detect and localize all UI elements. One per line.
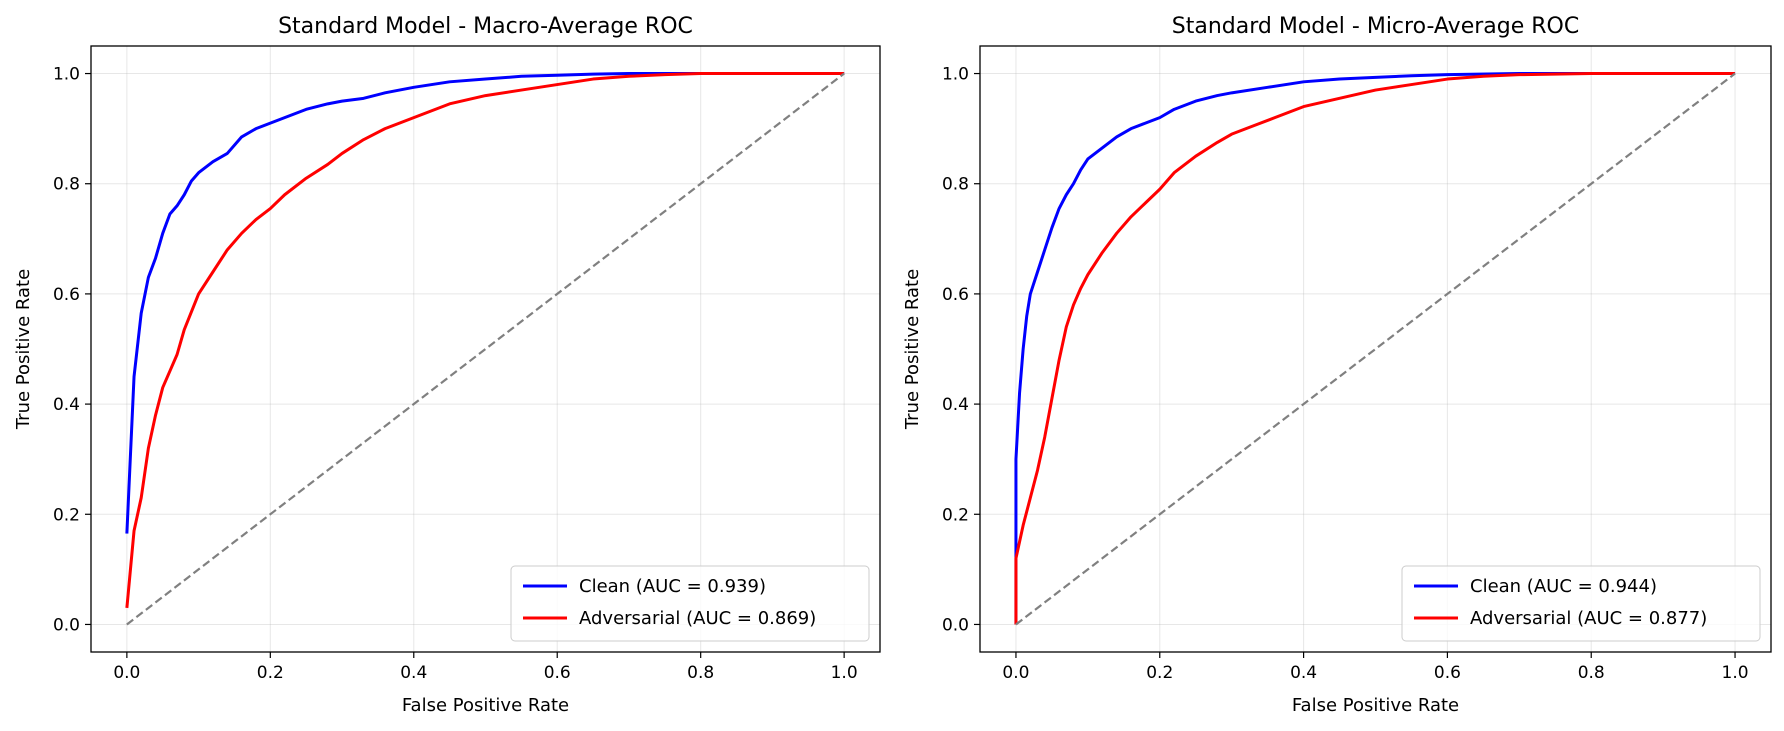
x-tick-label: 1.0 <box>1722 663 1749 683</box>
y-tick-label: 0.6 <box>942 285 969 305</box>
axes-frame <box>979 45 1772 653</box>
chart-title: Standard Model - Macro-Average ROC <box>278 14 693 39</box>
chart-title: Standard Model - Micro-Average ROC <box>1172 14 1579 39</box>
y-tick-label: 0.8 <box>942 175 969 195</box>
y-tick-label: 0.2 <box>53 505 80 525</box>
x-axis-label: False Positive Rate <box>402 695 569 716</box>
y-tick-label: 0.8 <box>53 175 80 195</box>
y-tick-label: 1.0 <box>942 65 969 85</box>
x-tick-label: 0.6 <box>1434 663 1461 683</box>
legend-box <box>1401 565 1761 642</box>
chance-diagonal-line <box>1015 72 1736 626</box>
chance-diagonal-line <box>126 72 845 626</box>
legend-label: Adversarial (AUC = 0.877) <box>1470 608 1707 629</box>
x-tick-label: 0.8 <box>687 663 714 683</box>
y-tick-label: 0.4 <box>942 395 969 415</box>
x-tick-label: 0.0 <box>113 663 140 683</box>
y-tick-label: 1.0 <box>53 65 80 85</box>
legend-box <box>510 565 870 642</box>
legend-label: Clean (AUC = 0.944) <box>1470 576 1657 597</box>
x-axis-label: False Positive Rate <box>1292 695 1459 716</box>
x-tick-label: 0.2 <box>257 663 284 683</box>
series-line-2 <box>1014 72 1736 625</box>
y-tick-label: 0.0 <box>942 615 969 635</box>
chart-panel-2: 0.0 0.2 0.4 0.6 0.8 1.0 0.0 0.2 0.4 0.6 0.8 1.0 Stan… <box>902 14 1772 716</box>
y-tick-label: 0.6 <box>53 285 80 305</box>
x-tick-label: 0.2 <box>1146 663 1173 683</box>
x-tick-label: 0.6 <box>544 663 571 683</box>
axes-frame <box>90 45 881 653</box>
legend-label: Clean (AUC = 0.939) <box>579 576 766 597</box>
x-tick-label: 0.8 <box>1578 663 1605 683</box>
legend: Clean (AUC = 0.939) Adversarial (AUC = 0.… <box>510 565 870 642</box>
x-tick-label: 0.0 <box>1002 663 1029 683</box>
x-tick-label: 1.0 <box>831 663 858 683</box>
legend-label: Adversarial (AUC = 0.869) <box>579 608 816 629</box>
y-axis-label: True Positive Rate <box>902 269 923 430</box>
series-line-1 <box>1014 72 1736 625</box>
y-tick-label: 0.0 <box>53 615 80 635</box>
x-tick-label: 0.4 <box>1290 663 1317 683</box>
y-axis-label: True Positive Rate <box>13 269 34 430</box>
y-tick-label: 0.2 <box>942 505 969 525</box>
series-line-1 <box>125 72 845 534</box>
y-tick-label: 0.4 <box>53 395 80 415</box>
chart-panel-1: 0.0 0.2 0.4 0.6 0.8 1.0 0.0 0.2 0.4 0.6 0.8 1.0 Stan… <box>13 14 881 716</box>
legend: Clean (AUC = 0.944) Adversarial (AUC = 0.… <box>1401 565 1761 642</box>
x-tick-label: 0.4 <box>400 663 427 683</box>
series-line-2 <box>125 72 845 609</box>
